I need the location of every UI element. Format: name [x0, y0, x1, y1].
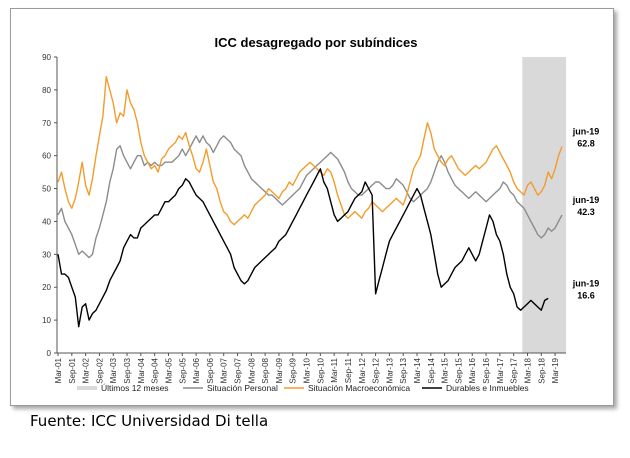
- y-tick-label: 0: [47, 349, 52, 358]
- legend-label-3: Durables e Inmuebles: [446, 383, 529, 393]
- x-tick-label: Sep-11: [344, 357, 353, 383]
- y-tick-label: 80: [42, 86, 51, 95]
- x-tick-label: Sep-12: [372, 357, 381, 383]
- y-tick-label: 20: [42, 283, 51, 292]
- chart-frame: ICC desagregado por subíndices 0 10 20 30 40…: [10, 8, 614, 406]
- y-tick-label: 30: [42, 250, 51, 259]
- line-chart: ICC desagregado por subíndices 0 10 20 30 40…: [42, 35, 600, 393]
- x-tick-label: Sep-04: [151, 357, 160, 383]
- x-tick-label: Sep-08: [261, 357, 270, 383]
- x-tick-label: Mar-04: [137, 357, 146, 383]
- shaded-band-last-12-months: [522, 57, 566, 353]
- y-tick-label: 10: [42, 316, 51, 325]
- x-tick-label: Mar-14: [413, 357, 422, 383]
- end-label-date: jun-19: [572, 126, 600, 136]
- legend-label-1: Situación Personal: [207, 383, 278, 393]
- x-tick-label: Mar-08: [247, 357, 256, 383]
- x-tick-label: Mar-18: [523, 357, 532, 383]
- end-label-value: 62.8: [577, 138, 595, 148]
- end-label-value: 42.3: [577, 207, 595, 217]
- x-tick-label: Mar-19: [551, 357, 560, 383]
- series-line-0: [57, 135, 563, 259]
- x-tick-label: Sep-02: [95, 357, 104, 383]
- x-tick-label: Sep-03: [123, 357, 132, 383]
- x-tick-label: Sep-07: [234, 357, 243, 383]
- x-tick-label: Mar-03: [109, 357, 118, 383]
- x-tick-label: Mar-02: [82, 357, 91, 383]
- x-tick-label: Sep-14: [427, 357, 436, 383]
- legend-label-2: Situación Macroeconómica: [308, 383, 410, 393]
- x-tick-label: Mar-12: [358, 357, 367, 383]
- x-tick-label: Sep-18: [537, 357, 546, 383]
- x-tick-label: Mar-09: [275, 357, 284, 383]
- y-tick-label: 50: [42, 185, 51, 194]
- x-tick-label: Mar-01: [54, 357, 63, 383]
- end-label-date: jun-19: [572, 278, 600, 288]
- x-tick-label: Mar-06: [192, 357, 201, 383]
- source-note: Fuente: ICC Universidad Di tella: [30, 412, 269, 430]
- y-tick-label: 60: [42, 152, 51, 161]
- x-tick-label: Mar-11: [330, 357, 339, 382]
- x-tick-label: Sep-05: [178, 357, 187, 383]
- x-tick-label: Sep-16: [482, 357, 491, 383]
- x-tick-label: Mar-13: [385, 357, 394, 383]
- chart-title: ICC desagregado por subíndices: [215, 35, 418, 50]
- y-tick-label: 90: [42, 53, 51, 62]
- y-tick-label: 70: [42, 119, 51, 128]
- x-tick-label: Mar-05: [164, 357, 173, 383]
- series-line-2: [57, 168, 549, 328]
- x-tick-label: Sep-09: [289, 357, 298, 383]
- x-tick-label: Sep-06: [206, 357, 215, 383]
- x-tick-label: Sep-17: [510, 357, 519, 383]
- legend-label-0: Últimos 12 meses: [101, 383, 169, 393]
- x-tick-label: Mar-15: [441, 357, 450, 383]
- x-tick-label: Mar-10: [303, 357, 312, 383]
- x-tick-label: Mar-07: [220, 357, 229, 383]
- series-line-1: [57, 75, 563, 226]
- x-tick-label: Sep-13: [399, 357, 408, 383]
- x-tick-label: Sep-10: [316, 357, 325, 383]
- x-tick-label: Mar-17: [496, 357, 505, 383]
- x-tick-label: Sep-01: [68, 357, 77, 383]
- y-tick-label: 40: [42, 217, 51, 226]
- x-tick-label: Sep-15: [454, 357, 463, 383]
- end-label-date: jun-19: [572, 195, 600, 205]
- end-label-value: 16.6: [577, 290, 595, 300]
- x-tick-label: Mar-16: [468, 357, 477, 383]
